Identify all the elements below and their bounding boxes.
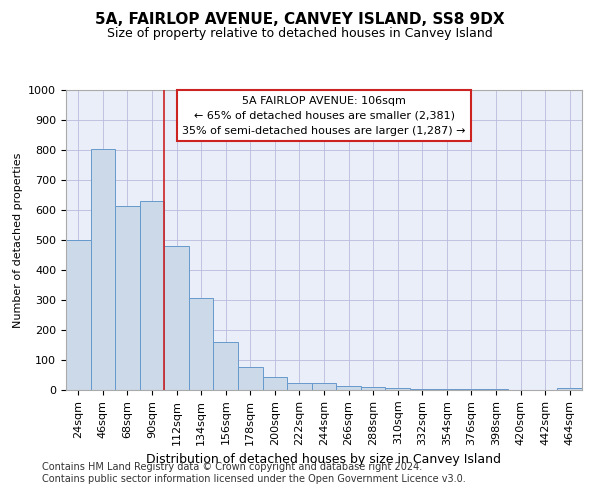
Bar — [214, 342, 238, 390]
Bar — [263, 377, 287, 390]
Bar — [115, 206, 140, 390]
Bar — [238, 366, 263, 390]
Bar — [287, 384, 312, 390]
Bar — [189, 298, 214, 390]
Bar — [164, 246, 189, 390]
Text: Size of property relative to detached houses in Canvey Island: Size of property relative to detached ho… — [107, 28, 493, 40]
Bar — [312, 384, 336, 390]
Bar — [385, 388, 410, 390]
Bar — [91, 148, 115, 390]
Text: 5A, FAIRLOP AVENUE, CANVEY ISLAND, SS8 9DX: 5A, FAIRLOP AVENUE, CANVEY ISLAND, SS8 9… — [95, 12, 505, 28]
Bar — [361, 387, 385, 390]
Text: Contains public sector information licensed under the Open Government Licence v3: Contains public sector information licen… — [42, 474, 466, 484]
Bar — [557, 388, 582, 390]
X-axis label: Distribution of detached houses by size in Canvey Island: Distribution of detached houses by size … — [146, 453, 502, 466]
Text: Contains HM Land Registry data © Crown copyright and database right 2024.: Contains HM Land Registry data © Crown c… — [42, 462, 422, 472]
Bar — [140, 201, 164, 390]
Bar — [434, 389, 459, 390]
Bar — [336, 386, 361, 390]
Bar — [66, 240, 91, 390]
Text: 5A FAIRLOP AVENUE: 106sqm
← 65% of detached houses are smaller (2,381)
35% of se: 5A FAIRLOP AVENUE: 106sqm ← 65% of detac… — [182, 96, 466, 136]
Y-axis label: Number of detached properties: Number of detached properties — [13, 152, 23, 328]
Bar — [410, 388, 434, 390]
